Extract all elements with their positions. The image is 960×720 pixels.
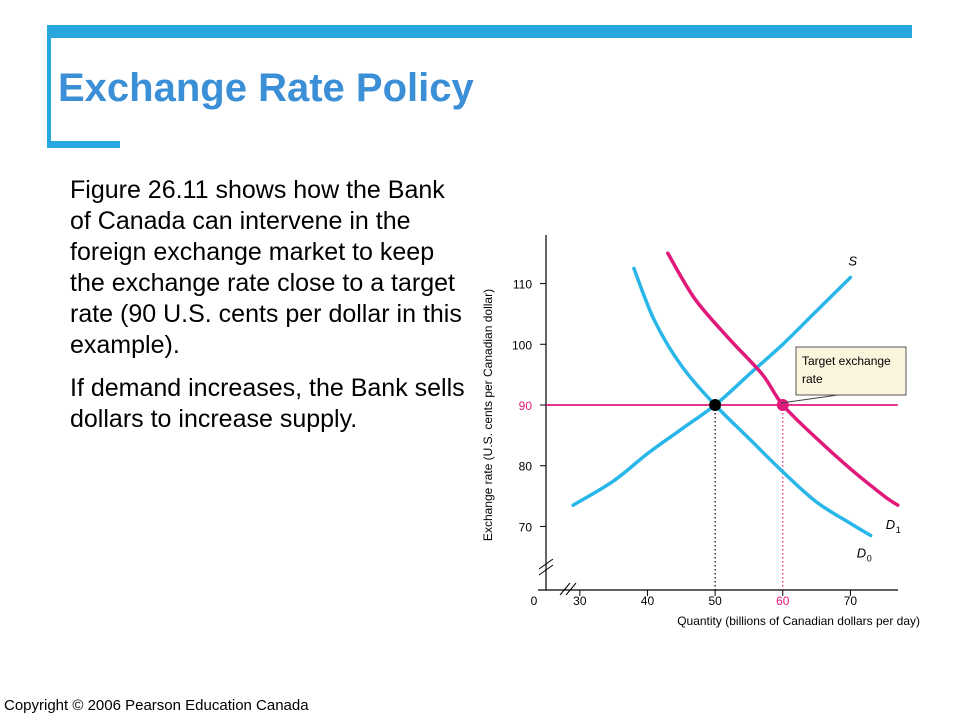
accent-bar-top [47, 25, 912, 38]
y-tick-label: 90 [519, 399, 533, 413]
equilibrium-point [709, 399, 722, 411]
x-axis-break-mark [559, 582, 571, 596]
curve-label-s: S [848, 254, 857, 269]
y-tick-label: 80 [519, 460, 533, 474]
x-axis-break-mark [565, 582, 577, 596]
y-tick-label: 70 [519, 520, 533, 534]
x-tick-label: 30 [573, 594, 587, 608]
y-tick-label: 110 [513, 278, 532, 292]
annotation-text: Target exchange [802, 354, 891, 368]
curve-label-d1: D [886, 517, 895, 532]
slide-body: Figure 26.11 shows how the Bank of Canad… [70, 175, 465, 447]
y-axis-break-mark [538, 558, 554, 570]
paragraph-figure-description: Figure 26.11 shows how the Bank of Canad… [70, 176, 462, 359]
x-tick-label: 70 [844, 594, 858, 608]
curve-label-d0: D [857, 546, 866, 561]
accent-bar-left [47, 25, 51, 148]
y-tick-label: 100 [512, 338, 532, 352]
curve-label-subscript-d1: 1 [896, 525, 901, 535]
origin-label: 0 [531, 594, 538, 608]
annotation-text: rate [802, 372, 823, 386]
x-tick-label: 60 [776, 594, 790, 608]
paragraph-demand-increase: If demand increases, the Bank sells doll… [70, 374, 465, 433]
accent-bar-bottom [47, 141, 120, 148]
y-axis-label: Exchange rate (U.S. cents per Canadian d… [481, 289, 495, 541]
curve-d0 [632, 266, 873, 538]
y-axis-break-mark [538, 564, 554, 576]
annotation-leader-line [780, 394, 839, 404]
equilibrium-point [776, 399, 789, 411]
x-tick-label: 50 [708, 594, 722, 608]
annotation-box [795, 346, 907, 396]
copyright-notice: Copyright © 2006 Pearson Education Canad… [4, 697, 309, 714]
slide-title: Exchange Rate Policy [58, 66, 474, 110]
x-tick-label: 40 [641, 594, 655, 608]
curve-label-subscript-d0: 0 [867, 554, 872, 564]
exchange-rate-chart: 70 80 90 100 110 30 40 50 60 70 0 Quantity (billion… [481, 235, 920, 628]
x-axis-label: Quantity (billions of Canadian dollars p… [677, 614, 920, 628]
